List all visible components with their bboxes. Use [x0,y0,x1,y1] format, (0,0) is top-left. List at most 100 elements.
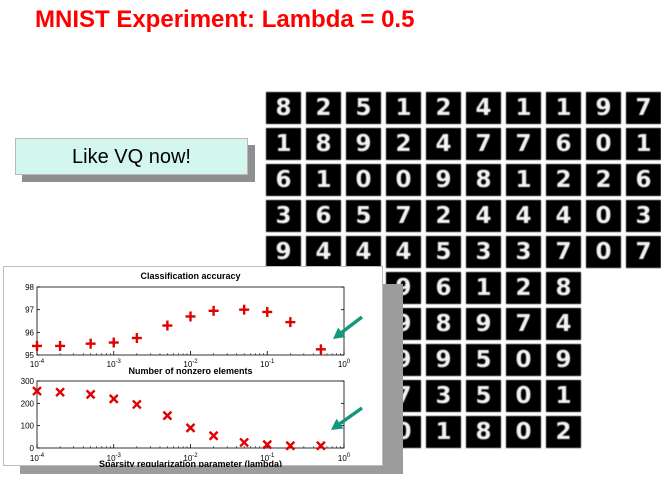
digit-cell: 9 [426,164,461,196]
digit-cell: 0 [586,236,621,268]
chart-1-data-point [285,440,296,451]
chart-0-y-tick-label: 97 [25,306,34,315]
chart-0-x-tick-label: 100 [338,359,351,369]
chart-1-data-point [162,410,173,421]
digit-cell: 2 [426,92,461,124]
digit-cell: 3 [626,200,661,232]
digit-cell: 0 [506,416,541,448]
digit-cell: 5 [346,200,381,232]
chart-1-data-point [108,394,119,404]
chart-1-x-tick-label: 10-1 [260,453,275,463]
chart-0-data-point [262,306,273,317]
chart-1-data-point [85,389,96,400]
chart-0-data-point [131,333,142,343]
digit-cell: 3 [266,200,301,232]
digit-cell: 9 [346,128,381,160]
digit-cell: 7 [546,236,581,268]
digit-cell: 2 [426,200,461,232]
digit-cell: 6 [546,128,581,160]
chart-1-data-point [239,437,249,448]
digit-cell: 4 [426,128,461,160]
digit-cell: 9 [586,92,621,124]
digit-cell: 4 [466,200,501,232]
digit-cell: 9 [266,236,301,268]
chart-1-y-tick-label: 300 [21,377,35,386]
chart-0-xlabel: Number of nonzero elements [128,366,252,376]
digit-cell: 2 [386,128,421,160]
chart-0-y-tick-label: 95 [25,351,34,360]
chart-1-y-tick-label: 200 [21,399,35,408]
slide-title: MNIST Experiment: Lambda = 0.5 [35,6,415,33]
chart-1-xlabel: Sparsity regularization parameter (lambd… [99,459,282,467]
digit-cell: 7 [386,200,421,232]
chart-1-x-tick-label: 10-4 [30,453,45,463]
digit-cell: 1 [386,92,421,124]
chart-1-x-tick-label: 10-3 [107,453,122,463]
digit-cell: 3 [426,380,461,412]
chart-0-data-point [32,340,42,351]
chart-panel: Classification accuracy 95 96 97 98 10-4 10-3 1… [3,266,383,467]
digit-cell: 8 [546,272,581,304]
digit-cell: 0 [506,344,541,376]
digit-cell: 5 [346,92,381,124]
digit-cell: 0 [346,164,381,196]
digit-cell: 4 [306,236,341,268]
chart-0-title: Classification accuracy [140,271,240,281]
chart-1-y-tick-label: 0 [30,444,35,453]
digit-cell: 1 [426,416,461,448]
chart-0-data-point [55,340,66,351]
digit-cell: 2 [586,164,621,196]
digit-cell: 6 [426,272,461,304]
digit-cell: 1 [506,164,541,196]
chart-0-data-point [108,337,119,348]
digit-cell: 1 [506,92,541,124]
chart-figure: Classification accuracy 95 96 97 98 10-4 10-3 1… [21,271,351,467]
digit-cell: 6 [626,164,661,196]
chart-0-x-tick-label: 10-4 [30,359,45,369]
digit-cell: 5 [466,380,501,412]
digit-cell: 4 [506,200,541,232]
chart-0-data-point [208,305,219,316]
digit-cell: 5 [466,344,501,376]
digit-cell: 7 [466,128,501,160]
chart-1-data-point [132,399,142,410]
chart-0-data-point [285,317,296,328]
callout-box: Like VQ now! [15,138,248,175]
digit-cell: 8 [306,128,341,160]
digit-cell: 6 [266,164,301,196]
digit-cell: 9 [426,344,461,376]
chart-0-data-point [162,320,173,331]
chart-0-x-tick-label: 10-2 [183,359,198,369]
digit-cell: 1 [466,272,501,304]
chart-1-data-point [262,439,273,450]
chart-0-y-tick-label: 98 [25,283,34,292]
digit-cell: 1 [546,92,581,124]
digit-cell: 8 [466,416,501,448]
digit-cell: 3 [506,236,541,268]
digit-cell: 2 [546,164,581,196]
chart-1-y-tick-label: 100 [21,422,35,431]
digit-cell: 7 [506,128,541,160]
digit-cell: 7 [626,236,661,268]
chart-0-data-point [315,344,326,355]
digit-cell: 8 [266,92,301,124]
arrow-sparsity-icon [331,406,364,430]
chart-1-x-tick-label: 100 [338,453,351,463]
digit-cell: 9 [546,344,581,376]
digit-cell: 0 [586,200,621,232]
digit-cell: 4 [386,236,421,268]
digit-cell: 2 [506,272,541,304]
chart-1-data-point [316,440,326,451]
digit-cell: 7 [626,92,661,124]
digit-cell: 2 [306,92,341,124]
chart-0-y-tick-label: 96 [25,328,34,337]
digit-cell: 4 [466,92,501,124]
digit-cell: 4 [546,200,581,232]
digit-cell: 4 [346,236,381,268]
digit-cell: 7 [506,308,541,340]
chart-1-data-point [208,430,219,441]
digit-cell: 1 [266,128,301,160]
digit-cell: 0 [586,128,621,160]
digit-cell: 8 [466,164,501,196]
chart-0-data-point [239,304,250,315]
